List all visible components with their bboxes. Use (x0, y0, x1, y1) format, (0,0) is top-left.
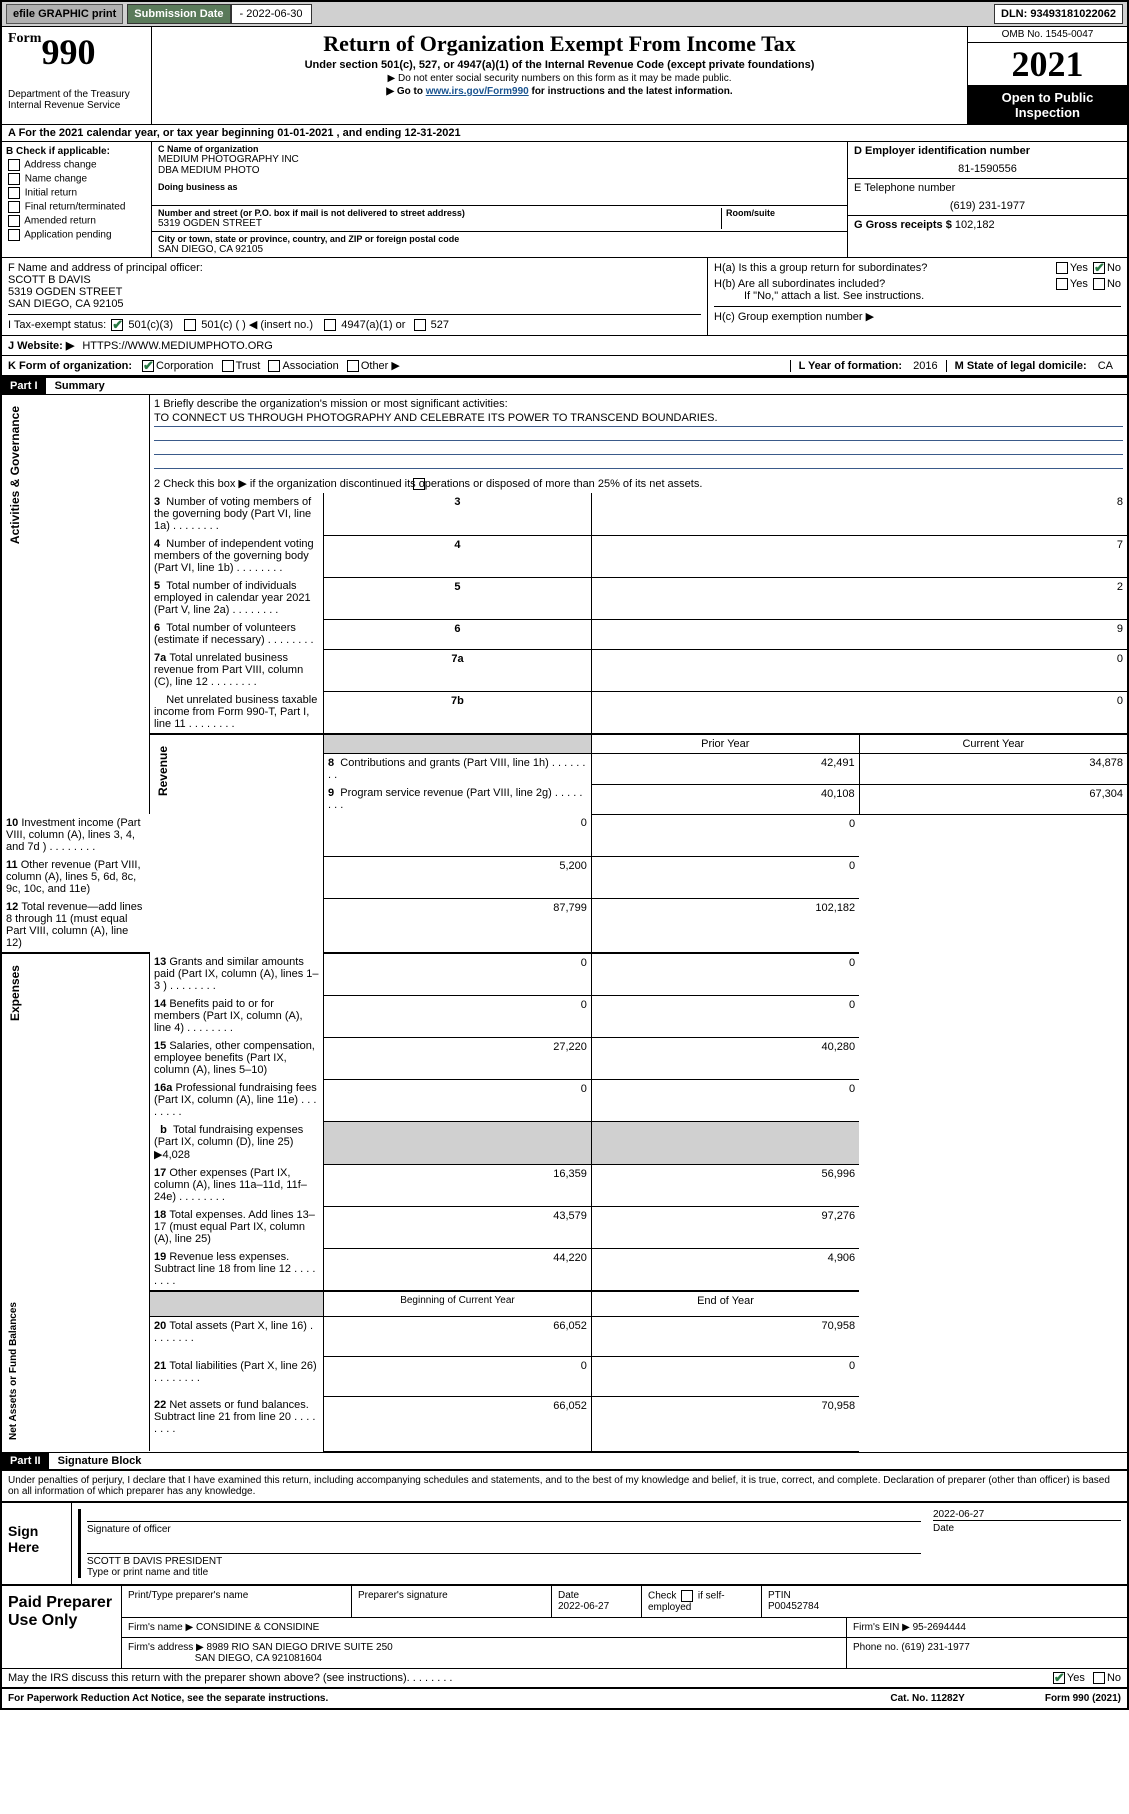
check-hb-no[interactable] (1093, 278, 1105, 290)
part2-label: Part II (2, 1453, 49, 1469)
form-subtitle-2: ▶ Do not enter social security numbers o… (156, 73, 963, 84)
check-address-change[interactable]: Address change (6, 159, 147, 171)
check-name-change[interactable]: Name change (6, 173, 147, 185)
tax-year: 2021 (968, 43, 1127, 86)
check-hb-yes[interactable] (1056, 278, 1068, 290)
row-h: H(a) Is this a group return for subordin… (707, 258, 1127, 335)
irs-link[interactable]: www.irs.gov/Form990 (426, 86, 529, 97)
form-number: Form990 (8, 31, 145, 73)
column-d: D Employer identification number 81-1590… (847, 142, 1127, 257)
column-c: C Name of organization MEDIUM PHOTOGRAPH… (152, 142, 847, 257)
col-b-label: B Check if applicable: (6, 146, 147, 157)
tax-exempt-label: I Tax-exempt status: (8, 319, 106, 331)
state-domicile: CA (1098, 360, 1113, 372)
check-discuss-no[interactable] (1093, 1672, 1105, 1684)
open-public-badge: Open to Public Inspection (968, 86, 1127, 124)
check-discuss-yes[interactable] (1053, 1672, 1065, 1684)
summary-table: Activities & Governance 1 Briefly descri… (2, 395, 1127, 1452)
section-revenue: Revenue (154, 738, 172, 804)
submission-label: Submission Date (127, 4, 230, 24)
firm-ein: 95-2694444 (913, 1622, 966, 1633)
form-subtitle-3: ▶ Go to www.irs.gov/Form990 for instruct… (156, 86, 963, 97)
omb-number: OMB No. 1545-0047 (968, 27, 1127, 43)
year-formation: 2016 (913, 360, 937, 372)
firm-phone: (619) 231-1977 (901, 1642, 969, 1653)
form-header: Form990 Department of the Treasury Inter… (2, 27, 1127, 125)
firm-name: CONSIDINE & CONSIDINE (196, 1622, 319, 1633)
signature-block: Sign Here Signature of officer SCOTT B D… (2, 1501, 1127, 1584)
form-title: Return of Organization Exempt From Incom… (156, 31, 963, 57)
column-b: B Check if applicable: Address change Na… (2, 142, 152, 257)
ptin-value: P00452784 (768, 1601, 819, 1612)
check-initial-return[interactable]: Initial return (6, 187, 147, 199)
dept-label: Department of the Treasury (8, 89, 145, 100)
check-501c3[interactable] (111, 319, 123, 331)
dln-value: DLN: 93493181022062 (994, 4, 1123, 24)
check-self-employed[interactable] (681, 1590, 693, 1602)
ein-value: 81-1590556 (854, 163, 1121, 175)
check-other[interactable] (347, 360, 359, 372)
check-application-pending[interactable]: Application pending (6, 229, 147, 241)
part1-label: Part I (2, 378, 46, 394)
check-ha-no[interactable] (1093, 262, 1105, 274)
org-name-label: C Name of organization (158, 144, 841, 154)
row-j: J Website: ▶ HTTPS://WWW.MEDIUMPHOTO.ORG (2, 336, 1127, 356)
check-corporation[interactable] (142, 360, 154, 372)
part2-title: Signature Block (52, 1453, 148, 1469)
check-final-return[interactable]: Final return/terminated (6, 201, 147, 213)
preparer-block: Paid Preparer Use Only Print/Type prepar… (2, 1584, 1127, 1668)
city-label: City or town, state or province, country… (158, 234, 841, 244)
section-governance: Activities & Governance (6, 398, 24, 552)
row-f: F Name and address of principal officer:… (2, 258, 707, 335)
dba-label: Doing business as (158, 182, 841, 192)
part1-title: Summary (49, 378, 111, 394)
efile-button[interactable]: efile GRAPHIC print (6, 4, 123, 24)
submission-date: - 2022-06-30 (231, 4, 312, 24)
check-527[interactable] (414, 319, 426, 331)
declaration-text: Under penalties of perjury, I declare th… (2, 1470, 1127, 1501)
ein-label: D Employer identification number (854, 145, 1121, 157)
top-bar: efile GRAPHIC print Submission Date - 20… (2, 2, 1127, 27)
org-name-2: DBA MEDIUM PHOTO (158, 165, 841, 176)
phone-label: E Telephone number (854, 182, 1121, 194)
website-url: HTTPS://WWW.MEDIUMPHOTO.ORG (82, 340, 272, 352)
check-501c[interactable] (184, 319, 196, 331)
check-trust[interactable] (222, 360, 234, 372)
check-ha-yes[interactable] (1056, 262, 1068, 274)
row-a-period: A For the 2021 calendar year, or tax yea… (2, 125, 1127, 142)
room-label: Room/suite (726, 208, 841, 218)
addr-label: Number and street (or P.O. box if mail i… (158, 208, 721, 218)
org-name-1: MEDIUM PHOTOGRAPHY INC (158, 154, 841, 165)
page-footer: For Paperwork Reduction Act Notice, see … (2, 1688, 1127, 1708)
mission-text: TO CONNECT US THROUGH PHOTOGRAPHY AND CE… (154, 410, 1123, 427)
city-value: SAN DIEGO, CA 92105 (158, 244, 841, 255)
street-address: 5319 OGDEN STREET (158, 218, 721, 229)
gross-label: G Gross receipts $ (854, 219, 952, 231)
form-subtitle-1: Under section 501(c), 527, or 4947(a)(1)… (156, 59, 963, 71)
section-net-assets: Net Assets or Fund Balances (6, 1294, 21, 1448)
check-association[interactable] (268, 360, 280, 372)
irs-label: Internal Revenue Service (8, 100, 145, 111)
phone-value: (619) 231-1977 (854, 200, 1121, 212)
discuss-question: May the IRS discuss this return with the… (8, 1672, 407, 1684)
section-expenses: Expenses (6, 957, 24, 1029)
check-amended-return[interactable]: Amended return (6, 215, 147, 227)
officer-name: SCOTT B DAVIS PRESIDENT (87, 1556, 921, 1567)
check-discontinued[interactable] (413, 478, 425, 490)
form-org-label: K Form of organization: (8, 360, 132, 372)
check-4947[interactable] (324, 319, 336, 331)
gross-value: 102,182 (955, 219, 995, 231)
sign-date: 2022-06-27 (933, 1509, 1121, 1520)
